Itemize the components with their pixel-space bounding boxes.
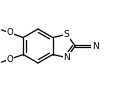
Text: O: O (7, 55, 13, 64)
Text: S: S (64, 30, 70, 39)
Text: N: N (63, 53, 70, 62)
Text: N: N (92, 41, 98, 50)
Text: O: O (7, 28, 13, 37)
